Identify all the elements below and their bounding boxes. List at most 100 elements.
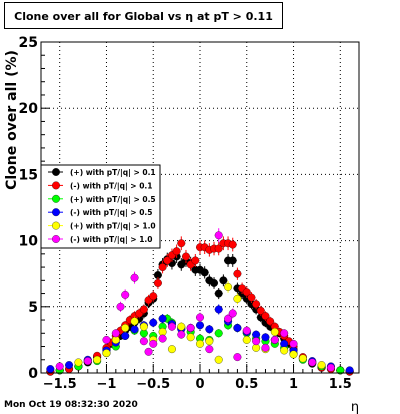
data-point bbox=[298, 354, 307, 363]
data-point bbox=[200, 268, 209, 277]
data-point bbox=[65, 361, 74, 370]
legend-box bbox=[40, 164, 161, 249]
data-point bbox=[219, 276, 228, 285]
data-point bbox=[214, 329, 223, 338]
x-tick-label: −1 bbox=[96, 377, 116, 392]
data-point bbox=[196, 321, 204, 330]
data-point bbox=[139, 305, 148, 314]
data-point bbox=[289, 350, 298, 359]
data-point bbox=[214, 231, 223, 240]
data-point bbox=[130, 273, 139, 282]
data-point bbox=[233, 324, 242, 332]
data-point bbox=[270, 328, 279, 336]
legend-label: (+) with pT/|q| > 0.1 bbox=[70, 168, 156, 178]
series-6 bbox=[55, 228, 335, 372]
chart-title-box: Clone over all for Global vs η at pT > 0… bbox=[4, 2, 283, 29]
data-point bbox=[196, 313, 204, 322]
data-point bbox=[186, 333, 195, 342]
data-point bbox=[158, 334, 167, 343]
data-point bbox=[261, 343, 270, 352]
y-tick-label: 0 bbox=[28, 366, 38, 382]
legend-label: (-) with pT/|q| > 0.5 bbox=[70, 208, 152, 218]
data-point bbox=[158, 328, 167, 336]
data-point bbox=[280, 346, 289, 355]
legend-entry: (+) with pT/|q| > 0.5 bbox=[48, 195, 156, 205]
data-point bbox=[247, 293, 256, 302]
legend-marker bbox=[52, 168, 60, 176]
x-tick-label: 0 bbox=[195, 377, 204, 392]
data-point bbox=[116, 302, 125, 311]
data-point bbox=[144, 347, 153, 356]
legend: (+) with pT/|q| > 0.1 (-) with pT/|q| > 0… bbox=[40, 164, 161, 249]
data-point bbox=[233, 353, 242, 362]
data-point bbox=[280, 329, 289, 338]
legend-entry: (+) with pT/|q| > 1.0 bbox=[48, 222, 156, 232]
data-point bbox=[153, 279, 162, 287]
data-point bbox=[224, 314, 233, 323]
data-point bbox=[205, 337, 214, 346]
legend-marker bbox=[52, 235, 60, 243]
data-point bbox=[130, 325, 139, 334]
data-point bbox=[270, 335, 279, 344]
data-point bbox=[83, 357, 92, 366]
data-point bbox=[163, 256, 172, 265]
data-point bbox=[214, 355, 223, 364]
legend-label: (-) with pT/|q| > 1.0 bbox=[70, 235, 152, 245]
legend-label: (-) with pT/|q| > 0.1 bbox=[70, 181, 152, 191]
data-point bbox=[242, 288, 251, 297]
data-point bbox=[93, 355, 102, 364]
data-point bbox=[186, 324, 195, 332]
data-point bbox=[177, 239, 186, 248]
data-point bbox=[228, 240, 237, 249]
y-axis-label: Clone over all (%) bbox=[4, 50, 20, 190]
data-point bbox=[214, 244, 223, 253]
data-point bbox=[167, 322, 176, 331]
data-point bbox=[111, 329, 120, 338]
y-tick-labels: 0 5 10 15 20 25 bbox=[19, 35, 39, 382]
x-tick-label: 1 bbox=[289, 377, 298, 392]
data-point bbox=[242, 326, 251, 335]
legend-entry: (-) with pT/|q| > 0.5 bbox=[48, 208, 152, 218]
data-point bbox=[182, 252, 190, 261]
x-tick-label: −1.5 bbox=[43, 377, 77, 392]
data-point bbox=[308, 358, 317, 367]
data-point bbox=[46, 365, 55, 373]
legend-entry: (-) with pT/|q| > 1.0 bbox=[48, 235, 152, 245]
legend-entry: (-) with pT/|q| > 0.1 bbox=[48, 181, 152, 191]
data-point bbox=[317, 361, 326, 370]
data-point bbox=[242, 335, 251, 344]
legend-marker bbox=[52, 221, 60, 230]
data-point bbox=[102, 335, 111, 344]
legend-marker bbox=[52, 181, 60, 190]
data-point bbox=[205, 325, 214, 334]
data-point bbox=[158, 314, 167, 323]
data-point bbox=[172, 247, 181, 256]
data-point bbox=[158, 263, 167, 272]
data-point bbox=[121, 290, 130, 299]
data-point bbox=[149, 339, 158, 348]
data-point bbox=[177, 322, 186, 331]
legend-label: (+) with pT/|q| > 1.0 bbox=[70, 222, 156, 232]
data-point bbox=[139, 322, 148, 331]
y-tick-label: 25 bbox=[19, 35, 38, 51]
x-axis-label: η bbox=[351, 400, 359, 414]
data-point bbox=[214, 305, 223, 314]
data-point bbox=[233, 294, 242, 303]
data-point bbox=[326, 363, 335, 372]
data-point bbox=[224, 282, 233, 291]
x-tick-label: 1.5 bbox=[329, 377, 352, 392]
data-point bbox=[289, 339, 298, 348]
data-point bbox=[252, 300, 261, 309]
data-point bbox=[167, 345, 176, 354]
data-points bbox=[46, 228, 354, 376]
data-point bbox=[256, 306, 265, 315]
data-point bbox=[196, 339, 204, 348]
data-point bbox=[55, 362, 64, 371]
data-point bbox=[210, 279, 218, 287]
data-point bbox=[261, 333, 270, 342]
data-point bbox=[261, 312, 270, 321]
series-5 bbox=[74, 281, 326, 370]
data-point bbox=[130, 317, 139, 326]
x-tick-label: 0.5 bbox=[235, 377, 258, 392]
